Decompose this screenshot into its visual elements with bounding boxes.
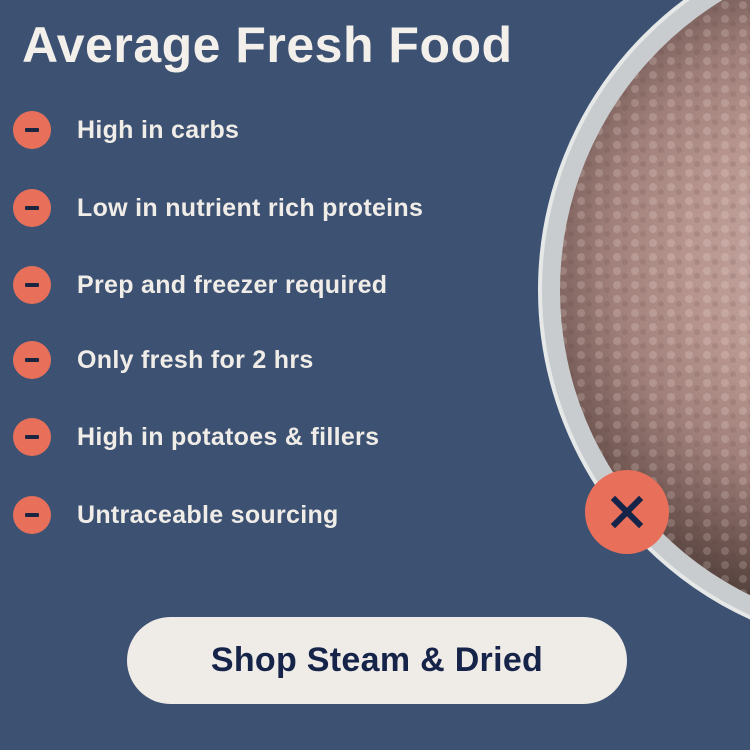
- list-item: High in carbs: [13, 111, 239, 149]
- list-item: High in potatoes & fillers: [13, 418, 379, 456]
- minus-icon: [13, 418, 51, 456]
- x-icon: [610, 495, 644, 529]
- minus-icon: [13, 341, 51, 379]
- list-item-label: Prep and freezer required: [77, 270, 388, 299]
- list-item-label: Untraceable sourcing: [77, 500, 339, 529]
- minus-icon: [13, 111, 51, 149]
- list-item-label: Low in nutrient rich proteins: [77, 193, 424, 222]
- bowl-food-texture: [560, 0, 750, 596]
- list-item: Untraceable sourcing: [13, 496, 339, 534]
- minus-icon: [13, 496, 51, 534]
- list-item-label: High in carbs: [77, 115, 240, 144]
- minus-icon: [13, 266, 51, 304]
- minus-icon: [13, 189, 51, 227]
- list-item: Prep and freezer required: [13, 266, 387, 304]
- list-item-label: High in potatoes & fillers: [77, 422, 380, 451]
- page-title: Average Fresh Food: [22, 17, 513, 73]
- list-item: Low in nutrient rich proteins: [13, 189, 423, 227]
- list-item-label: Only fresh for 2 hrs: [77, 345, 314, 374]
- shop-steam-dried-button[interactable]: Shop Steam & Dried: [127, 617, 627, 704]
- x-badge: [585, 470, 669, 554]
- list-item: Only fresh for 2 hrs: [13, 341, 314, 379]
